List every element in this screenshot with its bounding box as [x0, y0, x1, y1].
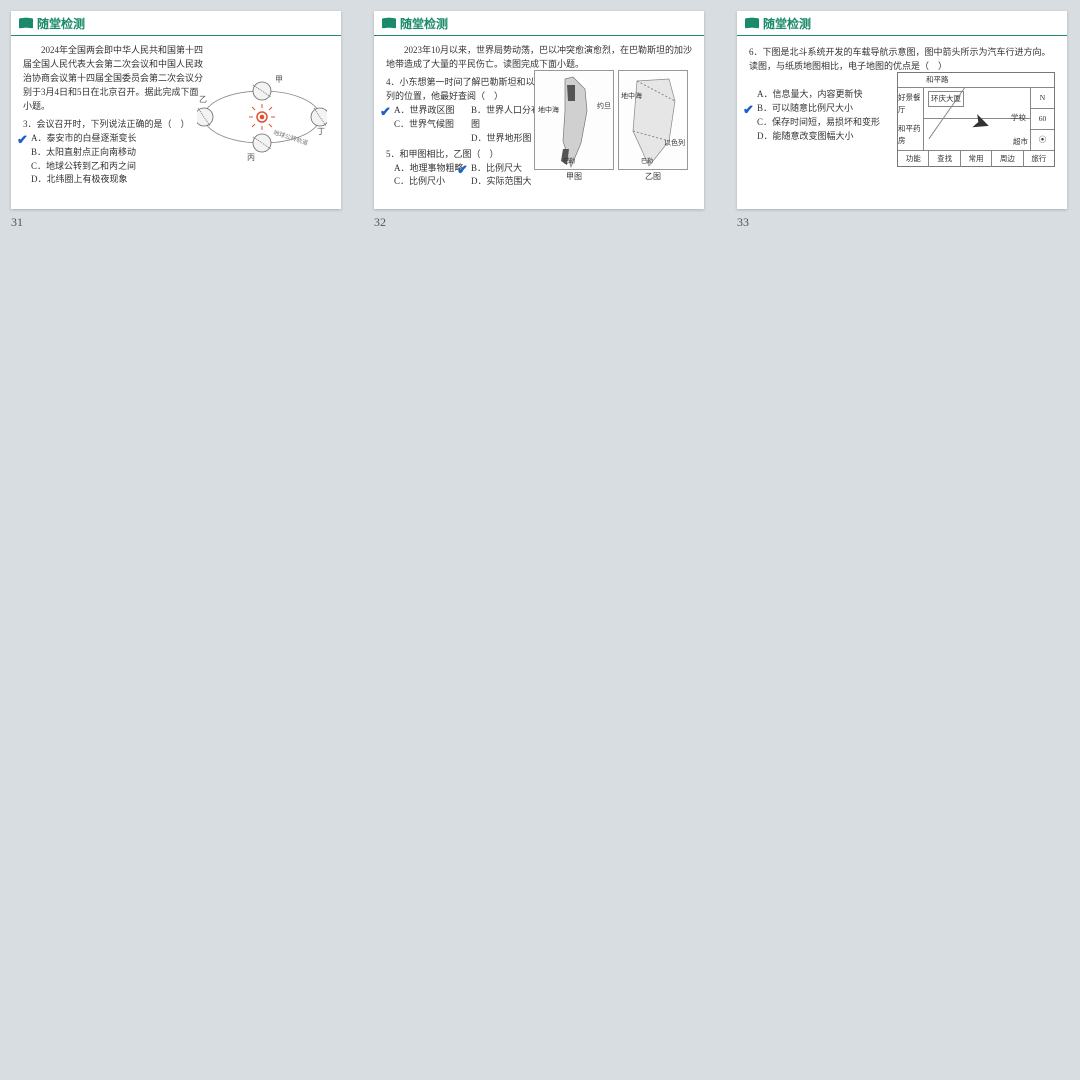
q6-opt-c: C．保存时间短，易损坏和变形 [755, 116, 899, 130]
slide-31: 随堂检测 2024年全国两会即中华人民共和国第十四届全国人民代表大会第二次会议和… [11, 11, 341, 209]
q6-options: A．信息量大，内容更新快 B．可以随意比例尺大小 C．保存时间短，易损坏和变形 … [755, 88, 899, 144]
label-yaofang: 和平药房 [898, 123, 923, 146]
map-jia: 地中海 约旦 巴勒 [534, 70, 614, 170]
q4-options: A．世界政区图 C．世界气候图 B．世界人口分布图 D．世界地形图 [392, 104, 546, 146]
slide-33: 随堂检测 6．下图是北斗系统开发的车载导航示意图，图中箭头所示为汽车行进方向。读… [737, 11, 1067, 209]
q5-options: A．地理事物粗略 C．比例尺小 B．比例尺大 D．实际范围大 [392, 162, 546, 190]
q3-options: A．泰安市的白昼逐渐变长 B．太阳直射点正向南移动 C．地球公转到乙和丙之间 D… [29, 132, 203, 188]
q3-opt-a: A．泰安市的白昼逐渐变长 [29, 132, 203, 146]
slide-31-wrap: 随堂检测 2024年全国两会即中华人民共和国第十四届全国人民代表大会第二次会议和… [11, 11, 341, 230]
map-yi-wrap: 地中海 以色列 巴勒 乙图 [618, 70, 688, 178]
q3-opt-d: D．北纬圈上有极夜现象 [29, 173, 203, 187]
question-3: 3．会议召开时，下列说法正确的是（ ） [23, 118, 203, 132]
map-jia-wrap: 地中海 约旦 巴勒 甲图 [534, 70, 614, 178]
label-haojing: 好景餐厅 [898, 92, 923, 115]
zoom-icon: ⦿ [1031, 130, 1054, 150]
slide-32-wrap: 随堂检测 2023年10月以来，世界局势动荡，巴以冲突愈演愈烈，在巴勒斯坦的加沙… [374, 11, 704, 230]
label-heping: 和平路 [926, 74, 949, 86]
intro-text: 2024年全国两会即中华人民共和国第十四届全国人民代表大会第二次会议和中国人民政… [23, 44, 203, 114]
text-col: 2024年全国两会即中华人民共和国第十四届全国人民代表大会第二次会议和中国人民政… [23, 44, 203, 187]
q4-opt-c: C．世界气候图 [392, 118, 469, 132]
label-bale: 巴勒 [563, 158, 575, 167]
arrow-icon: ➤ [967, 104, 996, 142]
slide-header: 随堂检测 [374, 11, 704, 36]
nav-map: 和平路 好景餐厅 和平药房 环庆大厦 ➤ 学校 超市 [897, 72, 1055, 167]
label-yuedan: 约旦 [597, 101, 611, 112]
nav-buttons: 功能 查找 常用 周边 旅行 [898, 150, 1054, 167]
q4-opt-a: A．世界政区图 [392, 104, 469, 118]
nav-btn-1[interactable]: 查找 [929, 151, 960, 167]
q6-opt-a: A．信息量大，内容更新快 [755, 88, 899, 102]
maps-figure: 地中海 约旦 巴勒 甲图 地中海 以色列 [534, 70, 694, 178]
book-icon [19, 18, 33, 29]
q3-opt-b: B．太阳直射点正向南移动 [29, 146, 203, 160]
intro-text: 2023年10月以来，世界局势动荡，巴以冲突愈演愈烈，在巴勒斯坦的加沙地带造成了… [386, 44, 692, 72]
label-yiselie: 以色列 [664, 138, 685, 149]
label-xuexiao: 学校 [1011, 112, 1026, 124]
nav-btn-3[interactable]: 周边 [992, 151, 1023, 167]
orbit-figure: 甲 丁 丙 乙 地球公转轨道 [197, 72, 327, 162]
svg-text:地球公转轨道: 地球公转轨道 [272, 128, 309, 147]
scale-60: 60 [1031, 109, 1054, 130]
map-jia-caption: 甲图 [534, 171, 614, 183]
slide-33-wrap: 随堂检测 6．下图是北斗系统开发的车载导航示意图，图中箭头所示为汽车行进方向。读… [737, 11, 1067, 230]
label-chaoshi: 超市 [1013, 136, 1028, 148]
slide-number: 33 [737, 215, 1067, 230]
header-title: 随堂检测 [400, 15, 448, 32]
nav-btn-4[interactable]: 旅行 [1024, 151, 1054, 167]
header-title: 随堂检测 [37, 15, 85, 32]
label-bale2: 巴勒 [641, 158, 653, 167]
compass-n: N [1031, 88, 1054, 109]
svg-text:甲: 甲 [275, 75, 283, 84]
svg-text:乙: 乙 [199, 95, 207, 104]
slide-header: 随堂检测 [11, 11, 341, 36]
book-icon [382, 18, 396, 29]
slide-body: 2024年全国两会即中华人民共和国第十四届全国人民代表大会第二次会议和中国人民政… [11, 36, 341, 195]
question-6: 6．下图是北斗系统开发的车载导航示意图，图中箭头所示为汽车行进方向。读图，与纸质… [749, 46, 1055, 74]
map-yi: 地中海 以色列 巴勒 [618, 70, 688, 170]
q3-opt-c: C．地球公转到乙和丙之间 [29, 160, 203, 174]
svg-text:丁: 丁 [317, 127, 325, 136]
q6-opt-d: D．能随意改变图幅大小 [755, 130, 899, 144]
label-sea2: 地中海 [621, 91, 642, 102]
svg-text:丙: 丙 [247, 153, 255, 162]
slide-body: 6．下图是北斗系统开发的车载导航示意图，图中箭头所示为汽车行进方向。读图，与纸质… [737, 36, 1067, 152]
slide-body: 2023年10月以来，世界局势动荡，巴以冲突愈演愈烈，在巴勒斯坦的加沙地带造成了… [374, 36, 704, 197]
q6-opt-b: B．可以随意比例尺大小 [755, 102, 899, 116]
label-sea: 地中海 [538, 105, 559, 116]
slide-number: 31 [11, 215, 341, 230]
map-yi-caption: 乙图 [618, 171, 688, 183]
slide-header: 随堂检测 [737, 11, 1067, 36]
nav-btn-2[interactable]: 常用 [961, 151, 992, 167]
book-icon [745, 18, 759, 29]
question-4: 4．小东想第一时间了解巴勒斯坦和以色列的位置，他最好查阅（ ） [386, 76, 546, 104]
slide-32: 随堂检测 2023年10月以来，世界局势动荡，巴以冲突愈演愈烈，在巴勒斯坦的加沙… [374, 11, 704, 209]
nav-btn-0[interactable]: 功能 [898, 151, 929, 167]
header-title: 随堂检测 [763, 15, 811, 32]
slide-number: 32 [374, 215, 704, 230]
